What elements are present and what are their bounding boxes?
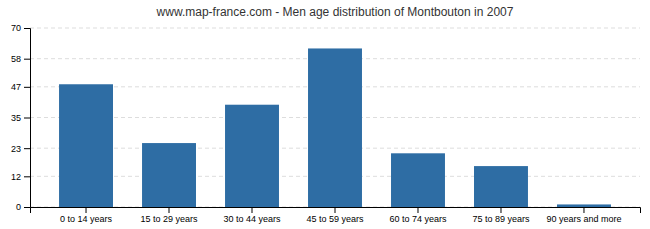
x-tick: 75 to 89 years: [472, 207, 530, 224]
y-tick-mark: [24, 87, 30, 88]
x-tick-label: 90 years and more: [546, 214, 621, 224]
y-tick-mark: [24, 118, 30, 119]
y-tick-label: 70: [11, 23, 21, 33]
x-tick: 60 to 74 years: [389, 207, 447, 224]
x-tick-mark: [500, 207, 501, 213]
x-tick-label: 75 to 89 years: [472, 214, 530, 224]
y-tick: 47: [11, 82, 30, 92]
x-tick-label: 30 to 44 years: [223, 214, 281, 224]
y-tick: 70: [11, 23, 30, 33]
y-tick: 35: [11, 113, 30, 123]
x-tick-label: 60 to 74 years: [389, 214, 447, 224]
y-tick-label: 23: [11, 144, 21, 154]
y-tick: 58: [11, 54, 30, 64]
grid: [30, 28, 640, 207]
x-tick-label: 15 to 29 years: [140, 214, 198, 224]
x-tick-mark: [335, 207, 336, 213]
chart-container: www.map-france.com - Men age distributio…: [0, 0, 650, 229]
chart-svg: www.map-france.com - Men age distributio…: [0, 0, 650, 229]
y-tick: 23: [11, 144, 30, 154]
bar: [225, 105, 279, 207]
x-tick: 15 to 29 years: [140, 207, 198, 224]
y-tick-mark: [24, 28, 30, 29]
y-tick-mark: [24, 59, 30, 60]
y-axis-line: [24, 29, 31, 208]
x-tick: 90 years and more: [546, 207, 621, 224]
x-axis-line: [31, 208, 641, 214]
x-tick: 45 to 59 years: [306, 207, 364, 224]
bar: [59, 84, 113, 207]
x-tick: 30 to 44 years: [223, 207, 281, 224]
x-tick: 0 to 14 years: [60, 207, 113, 224]
y-tick-mark: [24, 207, 30, 208]
bar: [391, 153, 445, 207]
y-tick-label: 12: [11, 172, 21, 182]
grid-line: [30, 28, 640, 29]
bar: [142, 143, 196, 207]
x-tick-mark: [169, 207, 170, 213]
x-tick-mark: [252, 207, 253, 213]
y-tick-label: 0: [16, 202, 21, 212]
bar: [557, 204, 611, 207]
y-axis: 0 12 23 35 47 58 70: [11, 23, 31, 212]
x-axis: 0 to 14 years 15 to 29 years 30 to 44 year…: [31, 207, 641, 224]
y-tick-mark: [24, 176, 30, 177]
bar: [308, 48, 362, 207]
x-tick-mark: [583, 207, 584, 213]
x-tick-label: 0 to 14 years: [60, 214, 113, 224]
y-tick: 0: [16, 202, 30, 212]
bar: [474, 166, 528, 207]
x-tick-mark: [417, 207, 418, 213]
x-tick-mark: [86, 207, 87, 213]
chart-title: www.map-france.com - Men age distributio…: [156, 5, 514, 19]
y-tick-label: 47: [11, 82, 21, 92]
y-tick-mark: [24, 148, 30, 149]
x-tick-label: 45 to 59 years: [306, 214, 364, 224]
y-tick-label: 58: [11, 54, 21, 64]
y-tick-label: 35: [11, 113, 21, 123]
y-tick: 12: [11, 172, 30, 182]
bars: [59, 48, 611, 207]
